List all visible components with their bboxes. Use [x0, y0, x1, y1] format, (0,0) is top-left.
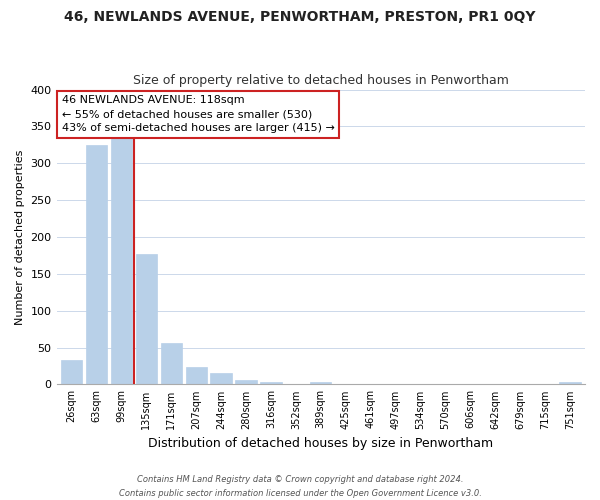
Bar [111, 138, 132, 384]
Title: Size of property relative to detached houses in Penwortham: Size of property relative to detached ho… [133, 74, 509, 87]
Bar [211, 372, 232, 384]
Bar [161, 343, 182, 384]
Bar [86, 145, 107, 384]
Text: 46, NEWLANDS AVENUE, PENWORTHAM, PRESTON, PR1 0QY: 46, NEWLANDS AVENUE, PENWORTHAM, PRESTON… [64, 10, 536, 24]
Bar [310, 382, 331, 384]
Bar [136, 254, 157, 384]
Text: Contains HM Land Registry data © Crown copyright and database right 2024.
Contai: Contains HM Land Registry data © Crown c… [119, 476, 481, 498]
Bar [235, 380, 257, 384]
Bar [185, 366, 207, 384]
Bar [559, 382, 581, 384]
Y-axis label: Number of detached properties: Number of detached properties [15, 150, 25, 324]
Text: 46 NEWLANDS AVENUE: 118sqm
← 55% of detached houses are smaller (530)
43% of sem: 46 NEWLANDS AVENUE: 118sqm ← 55% of deta… [62, 96, 335, 134]
X-axis label: Distribution of detached houses by size in Penwortham: Distribution of detached houses by size … [148, 437, 493, 450]
Bar [61, 360, 82, 384]
Bar [260, 382, 281, 384]
